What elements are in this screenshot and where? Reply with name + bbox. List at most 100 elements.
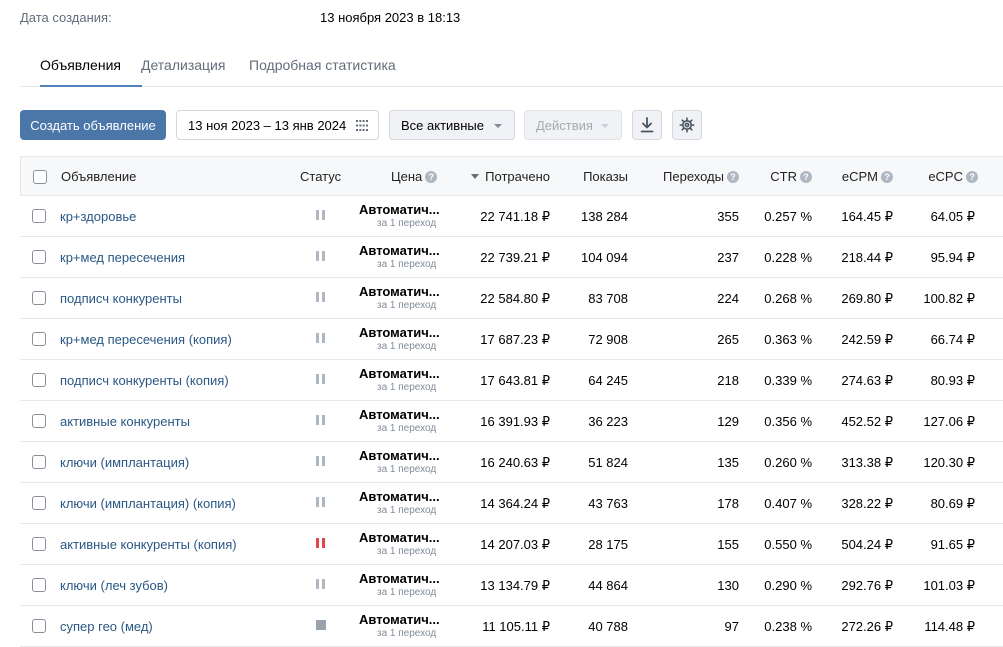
help-icon[interactable]: ? (800, 171, 812, 183)
spent-value: 16 240.63 ₽ (480, 455, 550, 470)
status-filter-select[interactable]: Все активные (389, 110, 515, 140)
shows-value: 64 245 (588, 373, 628, 388)
status-indicator[interactable] (316, 250, 326, 262)
ecpc-value: 114.48 ₽ (924, 619, 975, 634)
select-all-checkbox[interactable] (33, 170, 47, 184)
tab-detailed-stats[interactable]: Подробная статистика (249, 57, 396, 73)
ad-name-link[interactable]: кр+мед пересечения (копия) (60, 332, 232, 347)
ad-name-link[interactable]: активные конкуренты (копия) (60, 537, 237, 552)
header-ctr[interactable]: CTR? (770, 169, 812, 184)
help-icon[interactable]: ? (425, 171, 438, 183)
table-row: кр+здоровье Автоматич... за 1 переход 22… (20, 196, 1003, 237)
header-ecpc[interactable]: eCPC? (928, 169, 978, 184)
row-checkbox[interactable] (32, 332, 46, 346)
status-indicator[interactable] (316, 332, 326, 344)
shows-value: 43 763 (588, 496, 628, 511)
row-checkbox[interactable] (32, 414, 46, 428)
ctr-value: 0.363 % (764, 332, 812, 347)
download-button[interactable] (632, 110, 662, 140)
ad-name-link[interactable]: супер гео (мед) (60, 619, 153, 634)
help-icon[interactable]: ? (966, 171, 978, 183)
ad-name-link[interactable]: кр+мед пересечения (60, 250, 186, 265)
row-checkbox[interactable] (32, 455, 46, 469)
header-ecpm[interactable]: eCPM? (842, 169, 893, 184)
price-value: Автоматич... (359, 202, 440, 217)
clicks-value: 355 (717, 209, 739, 224)
header-shows[interactable]: Показы (583, 169, 628, 184)
clicks-value: 155 (717, 537, 739, 552)
status-indicator[interactable] (316, 537, 326, 549)
row-checkbox[interactable] (32, 496, 46, 510)
status-indicator[interactable] (316, 209, 326, 221)
row-checkbox[interactable] (32, 373, 46, 387)
table-row: подписч конкуренты (копия) Автоматич... … (20, 360, 1003, 401)
status-indicator[interactable] (316, 578, 326, 590)
ctr-value: 0.290 % (764, 578, 812, 593)
spent-value: 11 105.11 ₽ (482, 619, 550, 634)
status-filter-label: Все активные (401, 117, 484, 133)
header-ad[interactable]: Объявление (61, 169, 137, 184)
ecpc-value: 101.03 ₽ (923, 578, 975, 593)
price-note: за 1 переход (377, 341, 437, 352)
ecpm-value: 452.52 ₽ (841, 414, 893, 429)
sort-desc-icon (471, 174, 480, 179)
help-icon[interactable]: ? (727, 171, 739, 183)
row-checkbox[interactable] (32, 291, 46, 305)
header-spent[interactable]: Потрачено (471, 169, 550, 184)
ad-name-link[interactable]: ключи (имплантация) (копия) (60, 496, 236, 511)
spent-value: 13 134.79 ₽ (480, 578, 550, 593)
table-row: ключи (имплантация) Автоматич... за 1 пе… (20, 442, 1003, 483)
status-indicator[interactable] (316, 619, 326, 631)
price-value: Автоматич... (359, 530, 440, 545)
status-indicator[interactable] (316, 496, 326, 508)
row-checkbox[interactable] (32, 250, 46, 264)
ad-name-link[interactable]: активные конкуренты (60, 414, 190, 429)
price-note: за 1 переход (377, 628, 437, 639)
ecpc-value: 120.30 ₽ (923, 455, 975, 470)
create-ad-button[interactable]: Создать объявление (20, 110, 166, 140)
ad-name-link[interactable]: кр+здоровье (60, 209, 137, 224)
actions-label: Действия (536, 117, 593, 133)
header-clicks-label: Переходы (663, 169, 724, 184)
table-row: ключи (имплантация) (копия) Автоматич...… (20, 483, 1003, 524)
header-ecpm-label: eCPM (841, 169, 878, 184)
spent-value: 14 207.03 ₽ (480, 537, 550, 552)
price-value: Автоматич... (359, 489, 440, 504)
tab-ads[interactable]: Объявления (40, 57, 121, 73)
ad-name-link[interactable]: ключи (леч зубов) (60, 578, 168, 593)
header-price[interactable]: Цена? (391, 169, 438, 184)
status-indicator[interactable] (316, 414, 326, 426)
header-status[interactable]: Статус (300, 169, 342, 184)
header-price-label: Цена (391, 169, 423, 184)
table-row: активные конкуренты Автоматич... за 1 пе… (20, 401, 1003, 442)
ad-name-link[interactable]: ключи (имплантация) (60, 455, 190, 470)
shows-value: 40 788 (588, 619, 628, 634)
date-range-picker[interactable]: 13 ноя 2023 – 13 янв 2024 (176, 110, 379, 140)
price-note: за 1 переход (377, 464, 437, 475)
ecpc-value: 100.82 ₽ (923, 291, 975, 306)
spent-value: 14 364.24 ₽ (480, 496, 550, 511)
actions-select[interactable]: Действия (524, 110, 622, 140)
status-indicator[interactable] (316, 291, 326, 303)
clicks-value: 224 (717, 291, 739, 306)
ecpm-value: 218.44 ₽ (841, 250, 893, 265)
row-checkbox[interactable] (32, 578, 46, 592)
settings-button[interactable] (672, 110, 702, 140)
price-value: Автоматич... (359, 243, 440, 258)
spent-value: 22 584.80 ₽ (480, 291, 550, 306)
help-icon[interactable]: ? (881, 171, 893, 183)
row-checkbox[interactable] (32, 537, 46, 551)
tab-details[interactable]: Детализация (141, 57, 226, 73)
status-indicator[interactable] (316, 455, 326, 467)
pause-icon (316, 333, 326, 343)
ad-name-link[interactable]: подписч конкуренты (60, 291, 182, 306)
ecpc-value: 91.65 ₽ (930, 537, 975, 552)
table-row: ключи (леч зубов) Автоматич... за 1 пере… (20, 565, 1003, 606)
ad-name-link[interactable]: подписч конкуренты (копия) (60, 373, 229, 388)
pause-icon (316, 579, 326, 589)
row-checkbox[interactable] (32, 209, 46, 223)
clicks-value: 130 (717, 578, 739, 593)
status-indicator[interactable] (316, 373, 326, 385)
header-clicks[interactable]: Переходы? (663, 169, 739, 184)
row-checkbox[interactable] (32, 619, 46, 633)
